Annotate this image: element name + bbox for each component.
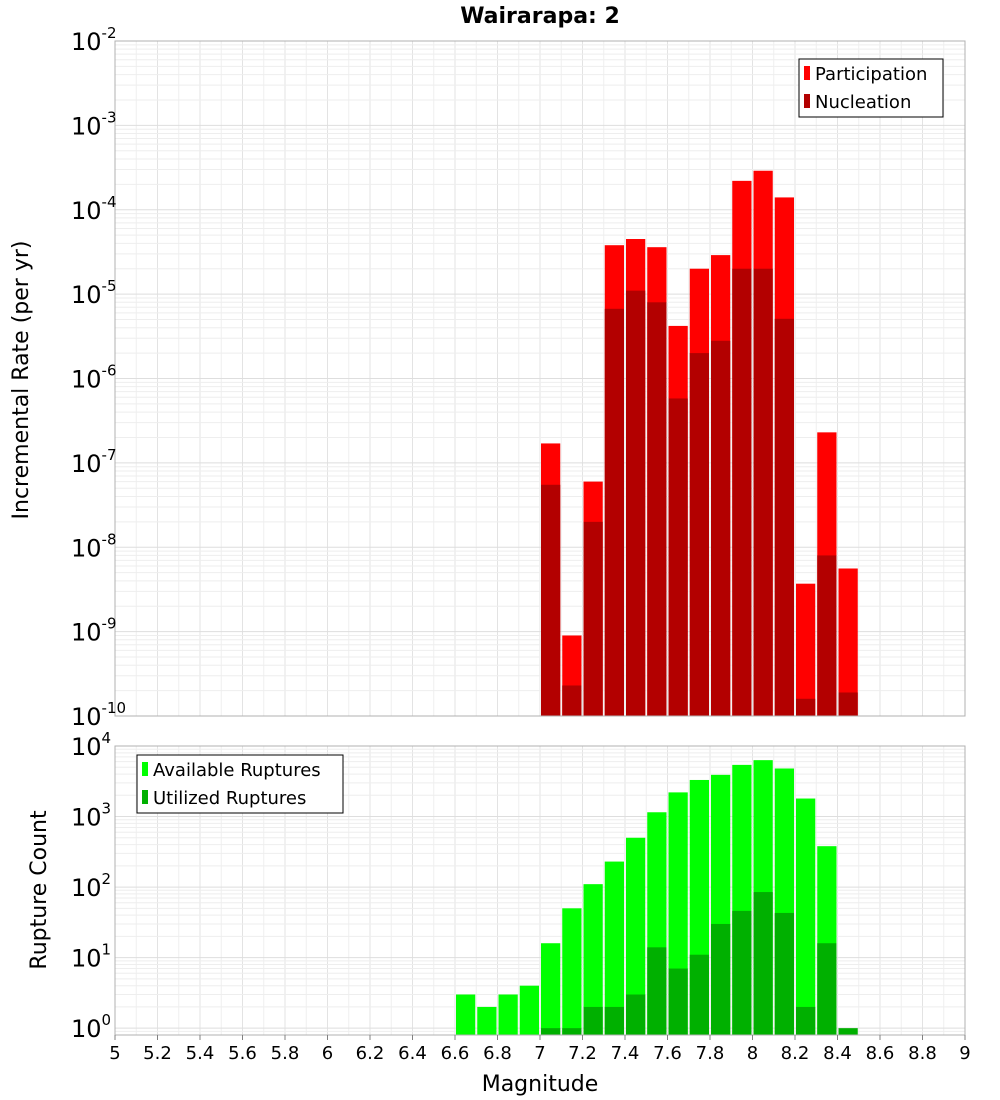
bar-available-ruptures [456, 994, 476, 1035]
bar-available-ruptures [519, 985, 539, 1035]
bar-utilized-ruptures [562, 1028, 582, 1035]
bar-nucleation [753, 268, 773, 716]
y-tick-label: 10-5 [71, 277, 117, 309]
x-tick-label: 5.2 [143, 1043, 172, 1064]
legend-swatch [804, 94, 810, 108]
y-tick-label: 102 [71, 870, 111, 902]
bar-participation [796, 583, 816, 716]
plot-frame [114, 40, 966, 717]
y-tick-label: 10-2 [71, 24, 117, 56]
legend-swatch [142, 790, 148, 804]
x-axis-label: Magnitude [482, 1072, 599, 1097]
x-tick-label: 6.4 [398, 1043, 427, 1064]
y-tick-label: 10-4 [71, 193, 117, 225]
x-tick-label: 5.8 [271, 1043, 300, 1064]
top-y-axis-label: Incremental Rate (per yr) [9, 241, 34, 520]
y-tick-label: 104 [71, 729, 111, 761]
bar-nucleation [668, 398, 688, 716]
x-tick-label: 5.6 [228, 1043, 257, 1064]
bar-utilized-ruptures [838, 1028, 858, 1035]
legend-label: Available Ruptures [153, 760, 321, 781]
bar-utilized-ruptures [711, 923, 731, 1035]
x-tick-label: 6.6 [441, 1043, 470, 1064]
x-tick-label: 7.6 [653, 1043, 682, 1064]
x-tick-label: 7.4 [611, 1043, 640, 1064]
bar-utilized-ruptures [774, 912, 794, 1035]
y-tick-label: 10-3 [71, 108, 117, 140]
bottom-y-axis-label: Rupture Count [27, 810, 52, 970]
x-tick-label: 8.8 [908, 1043, 937, 1064]
bar-nucleation [838, 692, 858, 716]
bar-utilized-ruptures [541, 1028, 561, 1035]
y-tick-label: 10-8 [71, 530, 117, 562]
y-tick-label: 10-10 [71, 699, 126, 731]
bar-nucleation [541, 484, 561, 716]
x-tick-label: 8.2 [781, 1043, 810, 1064]
bar-available-ruptures [498, 994, 518, 1035]
bar-available-ruptures [583, 884, 603, 1035]
y-tick-label: 10-6 [71, 362, 117, 394]
bar-nucleation [626, 290, 646, 716]
top-plot-area: 10-2 10-3 10-4 10-5 10-6 10-7 10-8 10-9 10-10 Par… [71, 24, 966, 731]
legend: Available Ruptures Utilized Ruptures [136, 754, 344, 814]
bar-nucleation [732, 268, 752, 716]
bar-utilized-ruptures [732, 910, 752, 1035]
bar-available-ruptures [541, 943, 561, 1035]
bar-nucleation [647, 302, 667, 716]
x-tick-label: 6.2 [356, 1043, 385, 1064]
legend-label: Participation [815, 64, 927, 85]
bar-utilized-ruptures [647, 947, 667, 1035]
x-tick-label: 7 [534, 1043, 545, 1064]
bar-nucleation [774, 318, 794, 716]
bar-utilized-ruptures [604, 1006, 624, 1035]
bar-nucleation [562, 685, 582, 716]
legend-label: Utilized Ruptures [153, 788, 306, 809]
legend: Participation Nucleation [798, 58, 944, 118]
bar-nucleation [604, 308, 624, 716]
bar-utilized-ruptures [796, 1006, 816, 1035]
bottom-plot-area: 100 101 102 103 104 Available Ruptures Utilize… [71, 729, 971, 1064]
legend-label: Nucleation [815, 92, 911, 113]
bar-available-ruptures [477, 1006, 497, 1035]
legend-swatch [804, 66, 810, 80]
legend-swatch [142, 762, 148, 776]
x-tick-label: 5 [109, 1043, 120, 1064]
legend-box [798, 58, 944, 118]
chart-title: Wairarapa: 2 [460, 4, 620, 29]
x-tick-label: 7.2 [568, 1043, 597, 1064]
bar-utilized-ruptures [583, 1006, 603, 1035]
bar-utilized-ruptures [753, 892, 773, 1035]
x-tick-label: 8.4 [823, 1043, 852, 1064]
y-tick-label: 10-9 [71, 615, 117, 647]
bar-utilized-ruptures [817, 943, 837, 1035]
bar-utilized-ruptures [626, 994, 646, 1035]
y-tick-label: 101 [71, 941, 111, 973]
y-tick-label: 100 [71, 1011, 111, 1043]
x-tick-label: 8 [747, 1043, 758, 1064]
bar-utilized-ruptures [689, 954, 709, 1035]
x-tick-label: 8.6 [866, 1043, 895, 1064]
bar-available-ruptures [626, 837, 646, 1035]
x-tick-label: 6.8 [483, 1043, 512, 1064]
bar-participation [838, 568, 858, 716]
bar-available-ruptures [796, 798, 816, 1035]
bar-nucleation [689, 353, 709, 716]
bar-utilized-ruptures [668, 968, 688, 1035]
x-tick-label: 5.4 [186, 1043, 215, 1064]
bar-nucleation [796, 698, 816, 716]
y-tick-label: 103 [71, 800, 111, 832]
bar-nucleation [583, 521, 603, 716]
y-tick-label: 10-7 [71, 446, 117, 478]
x-tick-label: 6 [322, 1043, 333, 1064]
legend-box [136, 754, 344, 814]
x-tick-label: 7.8 [696, 1043, 725, 1064]
bar-available-ruptures [562, 908, 582, 1035]
x-tick-label: 9 [959, 1043, 970, 1064]
bar-nucleation [817, 555, 837, 716]
bar-available-ruptures [604, 861, 624, 1035]
bar-nucleation [711, 340, 731, 716]
